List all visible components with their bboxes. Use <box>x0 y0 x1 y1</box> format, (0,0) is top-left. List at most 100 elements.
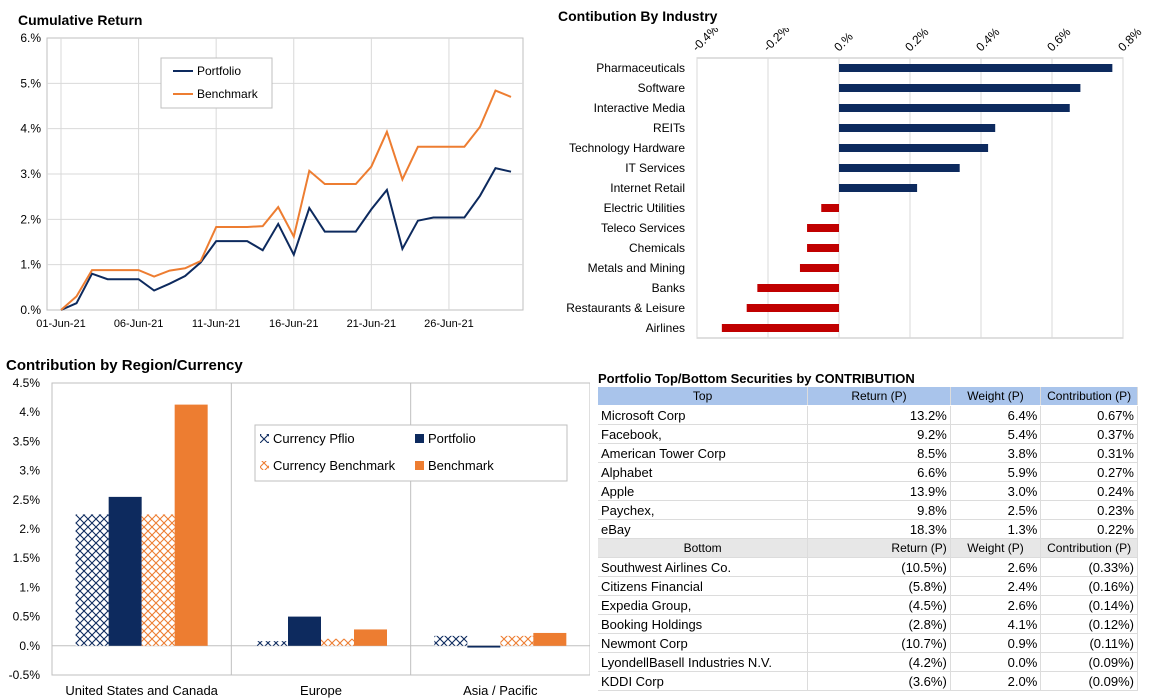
table-cell: 0.27% <box>1040 462 1138 482</box>
table-cell: 2.4% <box>950 576 1042 596</box>
table-cell: 0.31% <box>1040 443 1138 463</box>
table-row: Citizens Financial (5.8%) 2.4% (0.16%) <box>598 576 1138 596</box>
y-tick-label: 6.% <box>20 31 41 45</box>
legend-swatch <box>415 461 424 470</box>
table-cell: 13.2% <box>807 405 951 425</box>
table-cell: 0.37% <box>1040 424 1138 444</box>
legend-label: Benchmark <box>197 87 259 101</box>
bar <box>75 514 109 646</box>
x-tick-label: 06-Jun-21 <box>114 318 164 330</box>
table-cell: Newmont Corp <box>598 633 809 653</box>
bar <box>839 64 1113 72</box>
bar <box>354 629 387 646</box>
table-row: KDDI Corp (3.6%) 2.0% (0.09%) <box>598 671 1138 691</box>
table-cell: 0.24% <box>1040 481 1138 501</box>
category-label: IT Services <box>625 161 685 175</box>
x-tick-label: 16-Jun-21 <box>269 318 319 330</box>
bar <box>807 244 839 252</box>
legend-label: Portfolio <box>428 431 476 446</box>
category-label: Europe <box>300 683 342 698</box>
x-tick-label: -0.4% <box>689 28 721 54</box>
table-cell: 18.3% <box>807 519 951 539</box>
bar <box>799 264 839 272</box>
bar <box>757 284 839 292</box>
table-row: Facebook, 9.2% 5.4% 0.37% <box>598 424 1138 444</box>
bottom-header-cell: Contribution (P) <box>1040 538 1138 558</box>
bottom-header-row: Bottom Return (P) Weight (P) Contribution (… <box>598 538 1138 558</box>
table-cell: (0.09%) <box>1040 671 1138 691</box>
table-cell: 6.4% <box>950 405 1042 425</box>
table-cell: 0.9% <box>950 633 1042 653</box>
cumulative-return-chart: 0.% 1.% 2.% 3.% 4.% 5.% 6.% 01-Jun-21 06-Jun-21 1… <box>20 31 524 330</box>
series-line-portfolio <box>60 166 512 311</box>
category-label: Technology Hardware <box>569 141 685 155</box>
y-tick-label: 0.% <box>19 639 40 653</box>
table-cell: (0.09%) <box>1040 652 1138 672</box>
bar <box>321 638 354 646</box>
bar <box>807 224 839 232</box>
table-cell: KDDI Corp <box>598 671 809 691</box>
bottom-header-cell: Return (P) <box>807 538 951 558</box>
y-tick-label: 5.% <box>20 76 41 90</box>
category-label: Teleco Services <box>601 221 685 235</box>
table-cell: 2.6% <box>950 595 1042 615</box>
table-cell: Southwest Airlines Co. <box>598 557 809 577</box>
table-cell: (10.5%) <box>807 557 951 577</box>
table-cell: Alphabet <box>598 462 809 482</box>
region-chart-title: Contribution by Region/Currency <box>6 357 243 374</box>
table-cell: 0.23% <box>1040 500 1138 520</box>
category-label: Pharmaceuticals <box>596 61 685 75</box>
legend: Currency Pflio Portfolio Currency Benchmar… <box>254 424 568 482</box>
y-tick-label: 1.% <box>20 258 41 272</box>
bar <box>746 304 839 312</box>
bar <box>288 616 321 646</box>
table-row: Apple 13.9% 3.0% 0.24% <box>598 481 1138 501</box>
x-tick-label: 0.6% <box>1044 28 1073 54</box>
table-title: Portfolio Top/Bottom Securities by CONTR… <box>598 371 915 386</box>
bar <box>500 635 534 646</box>
y-tick-label: 3.5% <box>13 434 41 448</box>
table-cell: (5.8%) <box>807 576 951 596</box>
bottom-header-cell: Bottom <box>598 538 809 558</box>
industry-contribution-chart: -0.4% -0.2% 0.% 0.2% 0.4% 0.6% 0.8% Pharmaceuti… <box>566 28 1145 339</box>
table-cell: Microsoft Corp <box>598 405 809 425</box>
table-cell: (10.7%) <box>807 633 951 653</box>
x-tick-label: 0.8% <box>1115 28 1144 54</box>
category-label: Software <box>638 81 686 95</box>
top-header-weight: Weight (P) <box>950 387 1042 406</box>
x-tick-label: 11-Jun-21 <box>192 318 241 330</box>
legend-label: Benchmark <box>428 458 494 473</box>
legend-box <box>254 424 568 482</box>
table-cell: American Tower Corp <box>598 443 809 463</box>
table-cell: 8.5% <box>807 443 951 463</box>
industry-chart-title: Contibution By Industry <box>558 8 718 24</box>
y-tick-label: 2.% <box>20 212 41 226</box>
top-header-row: Top Return (P) Weight (P) Contribution (… <box>598 387 1138 406</box>
legend-swatch <box>260 461 269 470</box>
bar <box>839 144 989 152</box>
category-label: Restaurants & Leisure <box>566 301 685 315</box>
y-tick-label: 1.5% <box>13 551 41 565</box>
category-label: REITs <box>653 121 685 135</box>
table-row: Alphabet 6.6% 5.9% 0.27% <box>598 462 1138 482</box>
x-tick-label: 21-Jun-21 <box>347 318 397 330</box>
bar <box>839 164 960 172</box>
category-label: Internet Retail <box>610 181 685 195</box>
category-label: Asia / Pacific <box>463 683 538 698</box>
y-tick-label: 3.% <box>20 167 41 181</box>
y-tick-label: 1.% <box>19 580 40 594</box>
legend-label: Portfolio <box>197 64 241 78</box>
table-cell: Citizens Financial <box>598 576 809 596</box>
bottom-header-cell: Weight (P) <box>950 538 1042 558</box>
y-tick-label: 2.5% <box>13 493 41 507</box>
bar <box>839 124 996 132</box>
series-line-benchmark <box>60 89 512 311</box>
table-cell: eBay <box>598 519 809 539</box>
table-cell: Paychex, <box>598 500 809 520</box>
legend-label: Currency Benchmark <box>273 458 396 473</box>
table-cell: 2.6% <box>950 557 1042 577</box>
table-row: eBay 18.3% 1.3% 0.22% <box>598 519 1138 539</box>
table-cell: 0.22% <box>1040 519 1138 539</box>
table-cell: Apple <box>598 481 809 501</box>
table-cell: 0.67% <box>1040 405 1138 425</box>
